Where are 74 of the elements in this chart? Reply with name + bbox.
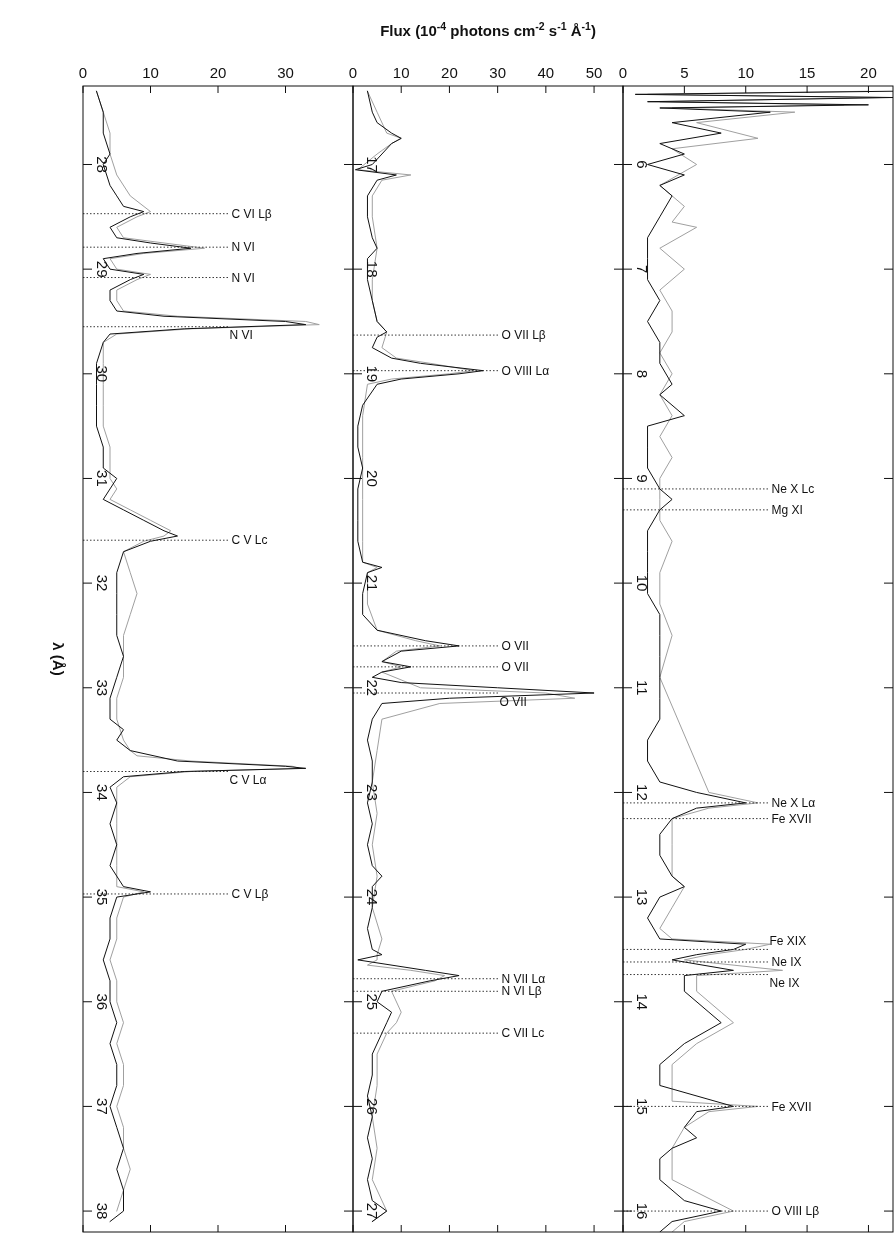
ref-line-label: N VII Lα: [501, 971, 546, 986]
y-tick-label: 31: [94, 470, 111, 487]
y-tick-label: 14: [634, 993, 651, 1011]
text: Flux (10$^{-4}$ photons cm$^{-2}$ s$^{-1}$ Å$^{-1}$): [380, 20, 596, 39]
y-tick-label: 22: [364, 679, 381, 697]
x-tick-label: 15: [798, 64, 816, 81]
y-tick-label: 17: [364, 156, 381, 173]
y-tick-label: 26: [364, 1098, 381, 1115]
y-tick-label: 13: [634, 888, 651, 906]
y-tick-label: 24: [364, 888, 381, 906]
ref-line-label: C V Lβ: [231, 887, 269, 902]
x-tick-label: 0: [78, 64, 88, 81]
y-tick-label: 28: [94, 156, 111, 173]
ref-line-label: O VIII Lβ: [771, 1204, 820, 1219]
ref-line-label: Ne X Lα: [771, 796, 816, 811]
x-tick-label: 30: [489, 64, 506, 81]
x-tick-label: 5: [680, 64, 689, 81]
y-tick-label: 16: [634, 1202, 651, 1220]
x-tick-label: 30: [277, 64, 294, 81]
ref-line-label: C VII Lc: [501, 1026, 545, 1041]
x-tick-label: 40: [537, 64, 555, 81]
ref-line-label: Ne X Lc: [771, 482, 815, 497]
y-tick-label: 15: [634, 1098, 651, 1115]
x-tick-label: 20: [209, 64, 227, 81]
y-tick-label: 38: [94, 1202, 111, 1220]
ref-line-label: C VI Lβ: [231, 206, 272, 221]
y-tick-label: 9: [634, 474, 651, 483]
y-tick-label: 7: [634, 264, 651, 274]
ref-line-label: N VI: [229, 328, 253, 343]
ref-line-label: N VI: [231, 270, 255, 285]
ref-line-label: C V Lα: [229, 773, 267, 788]
ref-line-label: Mg XI: [771, 503, 803, 518]
x-tick-label: 0: [348, 64, 358, 81]
y-tick-label: 35: [94, 888, 111, 906]
y-tick-label: 34: [94, 784, 111, 801]
y-tick-label: 23: [364, 784, 381, 801]
y-tick-label: 12: [634, 784, 651, 801]
ref-line-label: Fe XVII: [771, 1099, 812, 1114]
y-tick-label: 29: [94, 260, 111, 278]
y-tick-label: 8: [634, 369, 651, 378]
y-axis-title: λ (Å): [50, 642, 67, 676]
ref-line-label: O VIII Lα: [501, 363, 550, 378]
y-tick-label: 37: [94, 1098, 111, 1115]
x-tick-label: 20: [441, 64, 458, 81]
x-tick-label: 10: [142, 64, 159, 81]
ref-line-label: C V Lc: [231, 533, 268, 548]
y-tick-label: 19: [364, 365, 381, 383]
y-tick-label: 18: [364, 260, 381, 278]
y-tick-label: 27: [364, 1202, 381, 1220]
ref-line-label: N VI: [231, 240, 255, 255]
y-tick-label: 10: [634, 574, 651, 592]
x-tick-label: 20: [860, 64, 877, 81]
ref-line-label: O VII: [501, 660, 529, 675]
y-tick-label: 33: [94, 679, 111, 697]
y-tick-label: 30: [94, 365, 111, 383]
x-tick-label: 10: [392, 64, 410, 81]
ref-line-label: O VII: [501, 639, 529, 654]
y-tick-label: 36: [94, 993, 111, 1011]
y-tick-label: 25: [364, 993, 381, 1011]
ref-line-label: O VII: [499, 694, 527, 709]
y-tick-label: 20: [364, 470, 381, 487]
y-tick-label: 32: [94, 574, 111, 592]
y-tick-label: 21: [364, 574, 381, 592]
ref-line-label: Ne IX: [769, 976, 800, 991]
ref-line-label: O VII Lβ: [501, 328, 546, 343]
ref-line-label: Fe XVII: [771, 811, 812, 826]
y-tick-label: 11: [634, 679, 651, 696]
y-tick-label: 6: [634, 160, 651, 169]
ref-line-label: Ne IX: [771, 955, 802, 970]
ref-line-label: N VI Lβ: [501, 984, 542, 999]
x-tick-label: 50: [585, 64, 603, 81]
x-tick-label: 10: [737, 64, 755, 81]
x-tick-label: 0: [618, 64, 628, 81]
ref-line-label: Fe XIX: [769, 934, 807, 949]
